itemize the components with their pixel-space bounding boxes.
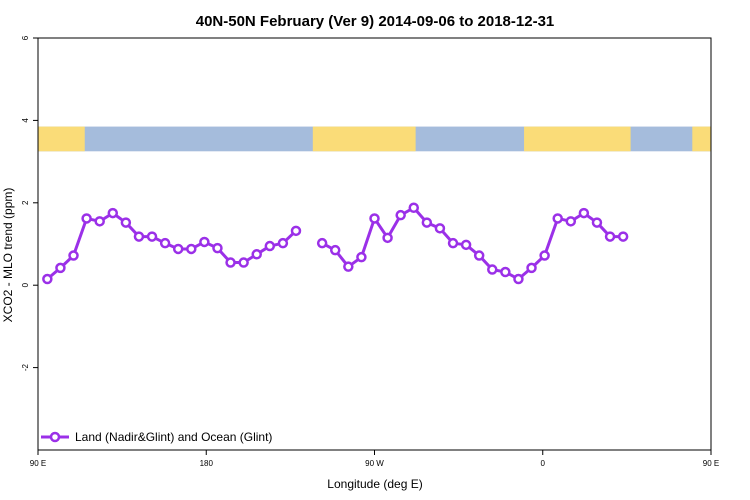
chart-title: 40N-50N February (Ver 9) 2014-09-06 to 2… <box>196 13 555 30</box>
data-point <box>199 236 210 248</box>
y-tick-label: 6 <box>21 35 30 40</box>
data-point <box>264 240 276 252</box>
data-point <box>186 243 197 255</box>
data-point <box>107 207 119 219</box>
data-point <box>94 216 105 227</box>
data-point <box>539 250 550 261</box>
data-point <box>316 237 328 249</box>
data-point <box>81 213 92 224</box>
x-tick-label: 90 W <box>365 459 384 468</box>
data-point <box>225 257 236 268</box>
data-point <box>500 266 511 278</box>
y-tick-label: 4 <box>21 118 30 123</box>
y-axis-ticks: -2 0 2 4 6 <box>21 35 38 371</box>
map-land-block <box>524 126 631 152</box>
x-axis-label: Longitude (deg E) <box>327 477 422 491</box>
data-point <box>460 239 472 251</box>
data-point <box>552 213 563 224</box>
plot-frame <box>37 37 712 451</box>
x-tick-label: 90 E <box>703 459 719 468</box>
data-point <box>513 273 524 285</box>
legend-label: Land (Nadir&Glint) and Ocean (Glint) <box>75 430 272 444</box>
map-land-block <box>312 126 416 152</box>
data-point <box>290 225 302 237</box>
data-point <box>212 242 223 254</box>
series-layer <box>42 202 629 285</box>
data-point <box>146 231 158 242</box>
data-point <box>251 249 262 260</box>
x-axis-ticks: 90 E 180 90 W 0 90 E <box>30 450 719 468</box>
data-point <box>565 216 577 227</box>
data-point <box>159 237 171 249</box>
world-map-band <box>38 126 711 152</box>
y-tick-label: 0 <box>21 282 30 287</box>
series-line <box>321 206 624 281</box>
map-land-block <box>692 126 711 152</box>
y-axis-label: XCO2 - MLO trend (ppm) <box>1 188 15 323</box>
data-point <box>578 207 590 219</box>
data-point <box>487 264 498 275</box>
data-point <box>356 251 367 263</box>
x-tick-label: 180 <box>200 459 214 468</box>
data-point <box>447 237 459 249</box>
legend-marker-swatch <box>49 431 61 443</box>
data-point <box>55 262 66 274</box>
legend: Land (Nadir&Glint) and Ocean (Glint) <box>41 430 272 444</box>
data-point <box>604 231 616 242</box>
data-point <box>343 261 354 272</box>
data-point <box>238 257 249 268</box>
data-point <box>369 213 380 224</box>
data-point <box>526 262 537 274</box>
data-point <box>68 250 79 261</box>
data-point <box>617 231 629 242</box>
y-tick-label: -2 <box>21 363 30 371</box>
x-tick-label: 0 <box>541 459 546 468</box>
map-land <box>38 126 711 152</box>
data-point <box>277 237 289 249</box>
data-point <box>133 231 145 242</box>
data-point <box>382 232 393 244</box>
data-point <box>172 243 184 255</box>
data-point <box>421 217 433 228</box>
x-tick-label: 90 E <box>30 459 46 468</box>
data-point <box>120 217 132 228</box>
data-point <box>42 273 53 285</box>
data-point <box>434 223 446 234</box>
map-land-block <box>38 126 85 152</box>
data-point <box>408 202 420 213</box>
data-point <box>395 209 406 221</box>
y-tick-label: 2 <box>21 200 30 205</box>
data-point <box>591 217 603 228</box>
data-point <box>473 250 485 261</box>
data-point <box>329 244 341 256</box>
